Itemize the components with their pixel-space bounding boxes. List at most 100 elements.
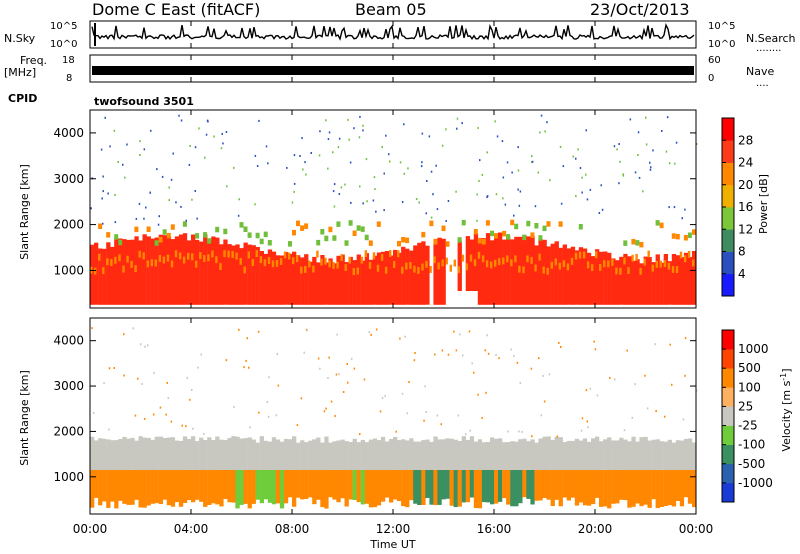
velocity-cell: [271, 470, 277, 505]
power-cell: [546, 267, 549, 275]
power-cell: [238, 198, 240, 201]
power-cell: [611, 258, 616, 305]
power-cell: [401, 237, 406, 243]
power-cell: [692, 229, 696, 235]
power-cell: [251, 259, 254, 266]
power-cell: [486, 195, 489, 198]
power-cell: [511, 171, 513, 174]
power-cell: [328, 258, 333, 305]
power-cell: [156, 168, 158, 171]
power-cell: [401, 246, 406, 305]
power-cell: [683, 252, 689, 305]
velocity-cell: [239, 470, 244, 505]
power-cell: [288, 241, 292, 247]
velocity-cell: [158, 436, 163, 470]
power-cell: [154, 240, 159, 246]
power-cell: [143, 148, 146, 151]
velocity-cell: [631, 470, 636, 507]
power-cell: [673, 206, 676, 209]
power-cell: [687, 251, 691, 258]
velocity-cell: [219, 470, 224, 507]
power-cell: [671, 266, 675, 273]
power-cell: [432, 193, 434, 196]
velocity-cell: [142, 470, 147, 508]
power-cell: [502, 257, 505, 265]
velocity-cell: [485, 391, 487, 394]
velocity-cell: [603, 439, 608, 470]
velocity-cell: [401, 470, 406, 507]
power-cell: [130, 239, 135, 305]
velocity-cell: [465, 470, 470, 503]
power-cell: [340, 254, 343, 261]
velocity-cell: [397, 470, 402, 502]
velocity-cell: [166, 437, 172, 470]
velocity-cell: [191, 389, 193, 391]
power-cell: [203, 255, 206, 262]
velocity-cell: [518, 470, 523, 504]
power-cell: [364, 234, 369, 241]
power-cell: [615, 267, 618, 275]
velocity-cell: [108, 367, 111, 370]
velocity-cell: [538, 470, 543, 501]
power-cell: [627, 256, 632, 305]
velocity-cell: [319, 367, 321, 370]
power-cell: [409, 262, 412, 269]
velocity-cell: [363, 378, 366, 381]
power-cell: [223, 228, 228, 235]
power-cell: [293, 190, 295, 193]
power-cell: [182, 221, 187, 227]
power-cell: [397, 252, 402, 305]
velocity-cell: [381, 397, 384, 400]
velocity-cell: [94, 440, 99, 470]
power-cell: [256, 165, 259, 167]
velocity-cell: [368, 439, 374, 470]
power-cell: [347, 118, 349, 121]
power-cell: [650, 166, 652, 169]
power-cell: [180, 205, 182, 208]
velocity-cell: [542, 374, 544, 377]
power-cell: [476, 193, 478, 196]
velocity-cell: [243, 470, 248, 504]
power-cell: [304, 161, 306, 164]
velocity-cell: [152, 413, 155, 416]
power-cell: [642, 190, 644, 193]
time-tick-label: 00:00: [679, 522, 714, 536]
velocity-cell: [429, 470, 434, 505]
power-cell: [603, 251, 608, 305]
velocity-cell: [619, 437, 624, 470]
velocity-cell: [429, 441, 434, 470]
velocity-cell: [122, 470, 127, 504]
power-cell: [433, 244, 438, 305]
power-cell: [663, 260, 667, 267]
power-cell: [510, 259, 513, 267]
power-cell: [559, 145, 562, 148]
velocity-cell: [243, 366, 245, 369]
velocity-cell: [502, 470, 507, 499]
power-cell: [453, 259, 456, 267]
power-cell: [504, 203, 507, 206]
power-cell: [352, 230, 357, 236]
velocity-cell: [106, 439, 111, 470]
velocity-cell: [595, 436, 600, 470]
velocity-cell: [405, 470, 410, 508]
velocity-cell: [317, 357, 320, 360]
velocity-cell: [141, 382, 143, 385]
velocity-cell: [441, 349, 444, 352]
power-cell: [158, 234, 163, 305]
velocity-cell: [578, 470, 584, 503]
power-cell: [599, 251, 604, 305]
velocity-cell: [671, 442, 677, 470]
power-cell: [601, 208, 604, 211]
power-cell: [300, 257, 305, 305]
velocity-cell: [423, 419, 425, 422]
power-cell: [336, 255, 341, 305]
power-cell: [623, 253, 628, 305]
power-cell: [143, 217, 145, 220]
power-cell: [526, 255, 529, 263]
power-cell: [631, 239, 636, 245]
cpid-value: twofsound 3501: [94, 95, 194, 108]
velocity-cell: [93, 411, 95, 414]
power-cell: [376, 252, 382, 305]
power-cell: [393, 249, 398, 305]
velocity-cell: [102, 438, 107, 470]
